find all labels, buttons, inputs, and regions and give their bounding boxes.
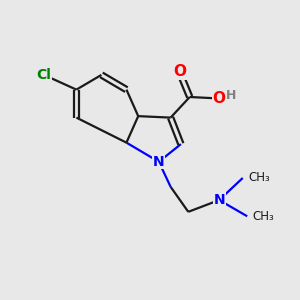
Text: H: H [226,89,237,102]
Text: CH₃: CH₃ [248,172,270,184]
Text: Cl: Cl [37,68,51,82]
Text: CH₃: CH₃ [253,210,274,223]
Text: O: O [173,64,186,80]
Text: N: N [153,155,165,169]
Text: O: O [213,91,226,106]
Text: N: N [213,193,225,207]
